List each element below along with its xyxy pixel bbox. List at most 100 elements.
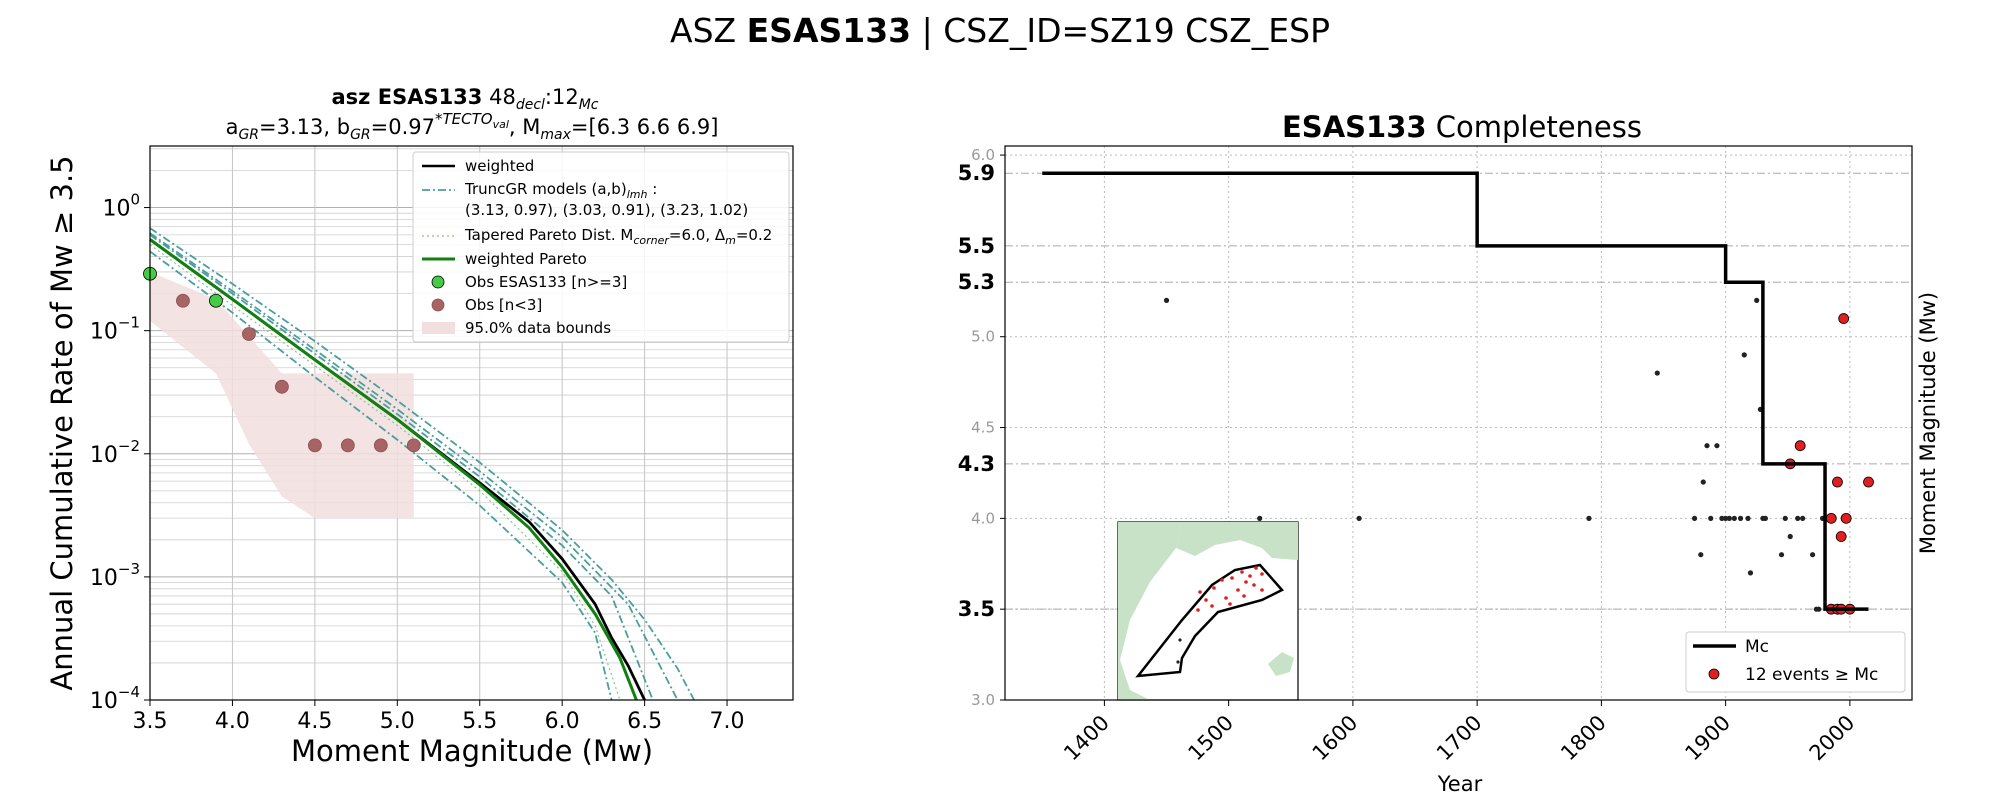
y-tick-label: 100 xyxy=(102,191,140,222)
event-above-mc xyxy=(1794,440,1806,452)
obs-brown-point xyxy=(176,293,190,308)
map-land-coast xyxy=(1176,522,1298,560)
legend-obs-green-label: Obs ESAS133 [n>=3] xyxy=(465,273,627,291)
x-tick-label: 6.0 xyxy=(545,709,580,734)
obs-brown-point xyxy=(340,438,355,453)
small-event-dot xyxy=(1787,533,1793,540)
gr-model-lines xyxy=(149,227,695,701)
y-tick-exponent: −4 xyxy=(118,683,140,701)
small-event-dot xyxy=(1782,515,1788,521)
bounds-area xyxy=(150,271,414,519)
x-tick-label: 2000 xyxy=(1805,711,1860,766)
small-event-dot xyxy=(1698,552,1704,558)
gr-title-line2: aGR=3.13, bGR=0.97*TECTOval, Mmax=[6.3 6… xyxy=(226,110,719,143)
map-land-left xyxy=(1118,522,1182,700)
x-tick-label: 4.0 xyxy=(215,709,250,734)
completeness-x-ticks: 1400 1500 1600 1700 1800 1900 2000 xyxy=(1059,700,1859,765)
small-event-dot xyxy=(1762,515,1768,521)
gr-observations xyxy=(143,266,421,453)
completeness-x-axis-label: Year xyxy=(1437,772,1483,796)
x-tick-label: 3.5 xyxy=(133,709,168,734)
event-above-mc xyxy=(1863,476,1874,488)
y-tick-base: 10 xyxy=(90,566,118,591)
y-tick-base: 10 xyxy=(90,689,118,714)
legend-truncgr-values: (3.13, 0.97), (3.03, 0.91), (3.23, 1.02) xyxy=(465,201,748,219)
map-event-dot xyxy=(1236,588,1240,592)
legend-truncgr-label: TruncGR models (a,b)lmh : xyxy=(464,180,657,201)
map-event-dot xyxy=(1178,638,1182,642)
gr-title-line1: asz ESAS133 48decl:12Mc xyxy=(332,85,599,113)
event-above-mc xyxy=(1832,476,1843,488)
map-event-dot xyxy=(1254,566,1258,570)
weighted-pareto-line xyxy=(149,238,638,701)
small-event-dot xyxy=(1745,515,1751,521)
y-tick-label: 10−3 xyxy=(90,560,140,591)
y-mc-tick-label: 5.3 xyxy=(958,270,995,294)
y-tick-base: 10 xyxy=(102,197,130,222)
small-event-dot xyxy=(1700,479,1706,485)
small-event-dot xyxy=(1800,515,1806,521)
legend-bounds-label: 95.0% data bounds xyxy=(465,319,611,337)
y-minor-tick-label: 4.0 xyxy=(971,509,995,527)
x-tick-label: 6.5 xyxy=(627,709,662,734)
small-event-dot xyxy=(1586,515,1592,521)
gr-y-axis-label: Annual Cumulative Rate of Mw ≥ 3.5 xyxy=(45,155,79,690)
map-event-dot xyxy=(1240,570,1244,574)
small-event-dot xyxy=(1654,370,1660,376)
gr-legend-box xyxy=(412,151,790,343)
map-event-dot xyxy=(1242,594,1246,598)
map-island xyxy=(1268,652,1294,676)
small-event-dot xyxy=(1691,515,1698,521)
x-tick-label: 1400 xyxy=(1059,711,1114,766)
event-above-mc xyxy=(1825,512,1837,524)
completeness-chart: ESAS133 Completeness 1400 1500 1600 1700 180… xyxy=(958,110,1940,796)
legend-weighted-label: weighted xyxy=(465,157,534,175)
y-tick-exponent: 0 xyxy=(130,191,140,209)
map-event-dot xyxy=(1220,578,1224,582)
gr-legend: weighted TruncGR models (a,b)lmh : (3.13… xyxy=(412,151,790,343)
y-minor-tick-label: 3.0 xyxy=(971,691,995,709)
completeness-title: ESAS133 Completeness xyxy=(1282,110,1642,144)
obs-brown-point xyxy=(307,438,322,453)
y-tick-exponent: −3 xyxy=(118,560,140,578)
legend-obs-brown-label: Obs [n<3] xyxy=(465,296,542,314)
y-tick-label: 10−1 xyxy=(90,314,140,345)
map-event-dot xyxy=(1198,590,1202,594)
x-tick-label: 5.5 xyxy=(462,709,497,734)
map-event-dot xyxy=(1260,588,1264,592)
y-mc-tick-label: 5.5 xyxy=(958,234,995,258)
obs-brown-point xyxy=(373,438,388,453)
small-event-dot xyxy=(1754,297,1760,303)
completeness-legend-box xyxy=(1685,631,1906,693)
gr-x-ticks: 3.5 4.0 4.5 5.0 5.5 6.0 6.5 7.0 xyxy=(133,700,745,734)
map-event-dot xyxy=(1224,596,1228,600)
x-tick-label: 1600 xyxy=(1308,711,1363,766)
y-mc-tick-label: 3.5 xyxy=(958,597,995,621)
small-event-dot xyxy=(1708,515,1714,521)
gr-data-bounds xyxy=(150,271,414,519)
x-tick-label: 1500 xyxy=(1183,711,1238,766)
map-event-dot xyxy=(1230,576,1234,580)
legend-obs-brown-marker xyxy=(431,298,445,312)
legend-obs-green-marker xyxy=(431,275,445,289)
y-mc-tick-label: 4.3 xyxy=(958,452,995,476)
truncgr-line xyxy=(149,234,654,701)
legend-events-label: 12 events ≥ Mc xyxy=(1745,665,1878,685)
event-above-mc xyxy=(1835,531,1847,542)
y-tick-label: 10−4 xyxy=(90,683,140,714)
map-event-dot xyxy=(1248,574,1252,578)
x-tick-label: 1700 xyxy=(1432,711,1487,766)
x-tick-label: 1800 xyxy=(1556,711,1611,766)
small-event-dot xyxy=(1163,297,1170,303)
completeness-legend: Mc 12 events ≥ Mc xyxy=(1685,631,1906,693)
y-minor-tick-label: 6.0 xyxy=(971,146,995,164)
small-event-dot xyxy=(1356,515,1362,521)
y-tick-exponent: −2 xyxy=(118,437,140,455)
small-event-dot xyxy=(1257,515,1263,521)
map-event-dot xyxy=(1228,602,1232,606)
small-event-dot xyxy=(1731,515,1737,521)
map-event-dots xyxy=(1176,566,1264,664)
x-tick-label: 5.0 xyxy=(380,709,415,734)
completeness-y-axis-label: Moment Magnitude (Mw) xyxy=(1916,292,1940,554)
